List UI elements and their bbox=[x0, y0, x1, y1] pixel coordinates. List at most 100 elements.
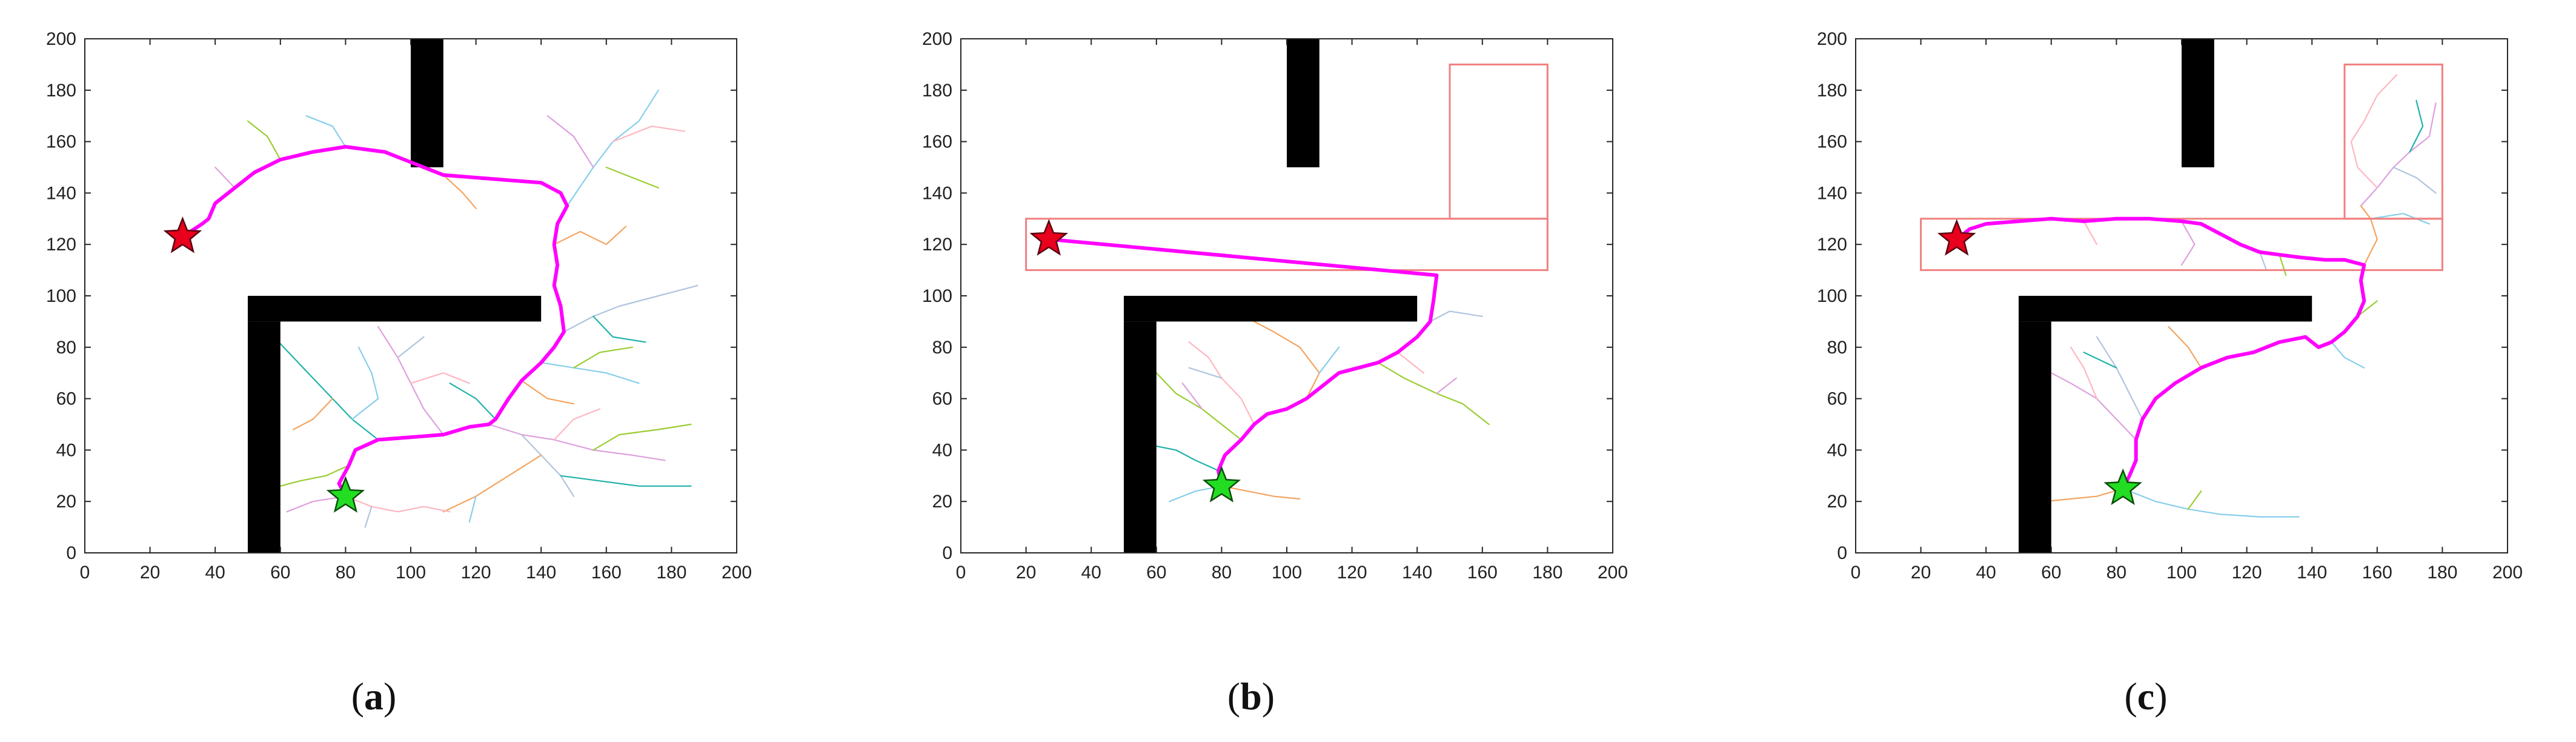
x-tick-label: 20 bbox=[140, 563, 160, 583]
sampling-region bbox=[1920, 218, 2443, 272]
x-tick-label: 140 bbox=[1402, 563, 1432, 583]
x-tick-label: 200 bbox=[1598, 563, 1628, 583]
tree-branch bbox=[560, 475, 692, 487]
tree-branch bbox=[449, 383, 496, 420]
x-tick-label: 180 bbox=[1532, 563, 1562, 583]
y-tick-label: 80 bbox=[56, 338, 76, 358]
y-tick-label: 200 bbox=[1817, 29, 1847, 49]
tree-branch bbox=[364, 506, 373, 528]
start-marker bbox=[163, 216, 202, 253]
obstacle bbox=[1124, 321, 1157, 553]
y-tick-label: 100 bbox=[46, 286, 76, 306]
x-tick-label: 160 bbox=[591, 563, 622, 583]
tree-branch bbox=[488, 423, 666, 461]
tree-branch bbox=[273, 336, 379, 441]
x-tick-label: 140 bbox=[526, 563, 556, 583]
obstacle bbox=[411, 39, 443, 167]
obstacle bbox=[248, 321, 281, 553]
tree-branch bbox=[2168, 326, 2202, 369]
planned-path bbox=[1954, 216, 2366, 490]
tree-branch bbox=[2279, 254, 2287, 276]
x-tick-label: 40 bbox=[1081, 563, 1101, 583]
y-tick-label: 200 bbox=[922, 29, 952, 49]
x-tick-label: 200 bbox=[722, 563, 752, 583]
caption-c: (c) bbox=[2124, 675, 2167, 718]
tree-branch bbox=[293, 398, 333, 430]
y-tick-label: 200 bbox=[46, 29, 76, 49]
tree-branch bbox=[1149, 444, 1220, 472]
tree-branch bbox=[2070, 346, 2098, 399]
tree-branch bbox=[553, 408, 601, 441]
y-tick-label: 140 bbox=[46, 183, 76, 203]
y-tick-label: 140 bbox=[922, 183, 952, 203]
tree-branch bbox=[214, 166, 236, 189]
tree-branch bbox=[593, 315, 646, 343]
x-tick-label: 60 bbox=[1146, 563, 1166, 583]
x-tick-label: 0 bbox=[1851, 563, 1861, 583]
y-tick-label: 100 bbox=[922, 286, 952, 306]
start-marker bbox=[1937, 219, 1976, 256]
y-tick-label: 140 bbox=[1817, 183, 1847, 203]
tree-branch bbox=[2122, 487, 2300, 518]
tree-branch bbox=[442, 174, 477, 209]
tree-branch bbox=[2360, 102, 2437, 207]
x-tick-label: 20 bbox=[1911, 563, 1931, 583]
sampling-region bbox=[1025, 218, 1549, 272]
tree-branch bbox=[605, 166, 659, 189]
tree-branch bbox=[2096, 336, 2143, 420]
y-tick-label: 160 bbox=[1817, 132, 1847, 152]
tree-branch bbox=[410, 372, 470, 384]
tree-branch bbox=[2409, 99, 2424, 153]
x-tick-label: 100 bbox=[2166, 563, 2197, 583]
tree-branch bbox=[563, 284, 699, 333]
tree-branch bbox=[305, 115, 347, 148]
tree-branch bbox=[1318, 346, 1340, 374]
y-tick-label: 160 bbox=[922, 132, 952, 152]
tree-branch bbox=[593, 423, 692, 451]
y-tick-label: 100 bbox=[1817, 286, 1847, 306]
y-tick-label: 120 bbox=[46, 235, 76, 255]
tree-branch bbox=[2357, 300, 2378, 317]
y-tick-label: 60 bbox=[1827, 389, 1847, 409]
goal-marker bbox=[2103, 468, 2142, 506]
y-tick-label: 160 bbox=[46, 132, 76, 152]
x-tick-label: 180 bbox=[656, 563, 686, 583]
y-tick-label: 180 bbox=[922, 81, 952, 101]
obstacle bbox=[1287, 39, 1320, 167]
y-tick-label: 180 bbox=[1817, 81, 1847, 101]
tree-branch bbox=[573, 346, 633, 369]
tree-branch bbox=[2392, 166, 2437, 194]
tree-branch bbox=[286, 495, 347, 513]
planned-path bbox=[181, 145, 569, 498]
x-tick-label: 40 bbox=[1976, 563, 1996, 583]
tree-branch bbox=[2180, 220, 2196, 266]
tree-branch bbox=[612, 125, 685, 142]
tree-branch bbox=[520, 379, 575, 405]
y-tick-label: 60 bbox=[56, 389, 76, 409]
obstacle bbox=[2019, 296, 2312, 322]
x-tick-label: 60 bbox=[270, 563, 290, 583]
tree-branch bbox=[2083, 220, 2098, 246]
x-tick-label: 80 bbox=[336, 563, 356, 583]
tree-branch bbox=[2187, 490, 2202, 510]
y-tick-label: 120 bbox=[922, 235, 952, 255]
tree-branch bbox=[1253, 321, 1320, 399]
tree-branch bbox=[2350, 74, 2398, 189]
x-tick-label: 20 bbox=[1016, 563, 1036, 583]
x-tick-label: 100 bbox=[396, 563, 426, 583]
x-tick-label: 160 bbox=[2362, 563, 2392, 583]
tree-branch bbox=[2331, 341, 2365, 369]
x-tick-label: 180 bbox=[2427, 563, 2457, 583]
tree-branch bbox=[540, 362, 640, 384]
tree-branch bbox=[2369, 213, 2430, 225]
y-tick-label: 180 bbox=[46, 81, 76, 101]
panel-a: 0 20 40 60 80 100 120 140 160 180 200 0 20 40 60 80 100 1… bbox=[46, 29, 752, 583]
x-tick-label: 0 bbox=[956, 563, 966, 583]
caption-b: (b) bbox=[1227, 675, 1275, 718]
x-tick-label: 40 bbox=[205, 563, 225, 583]
y-tick-label: 80 bbox=[932, 338, 952, 358]
y-tick-label: 40 bbox=[56, 440, 76, 460]
obstacle bbox=[2019, 321, 2051, 553]
tree-branch bbox=[1221, 485, 1301, 500]
